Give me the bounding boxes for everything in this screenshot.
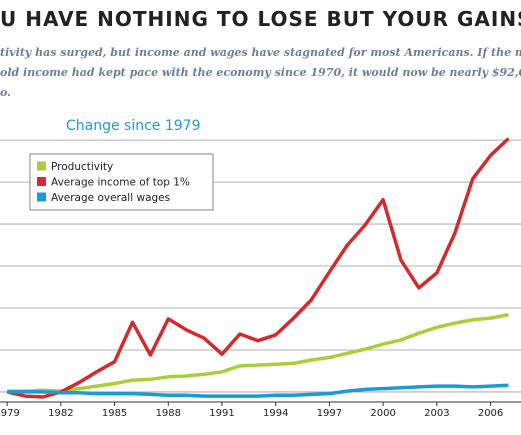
x-tick-label: 1985 bbox=[102, 408, 127, 419]
description: old income had kept pace with the econom… bbox=[0, 66, 521, 79]
x-tick-label: 2006 bbox=[478, 408, 503, 419]
legend-label: Average overall wages bbox=[51, 192, 170, 204]
legend: Productivity Average income of top 1% Aver… bbox=[29, 153, 214, 211]
legend-label: Productivity bbox=[51, 161, 113, 173]
series-line bbox=[7, 383, 509, 398]
chart-title: U HAVE NOTHING TO LOSE BUT YOUR GAINS bbox=[0, 7, 521, 31]
x-tick-label: 1997 bbox=[317, 408, 342, 419]
series-line bbox=[7, 312, 509, 393]
chart-subtitle: Change since 1979 bbox=[66, 118, 201, 134]
legend-swatch bbox=[37, 177, 46, 186]
x-tick-label: 1994 bbox=[263, 408, 288, 419]
description: o. bbox=[0, 86, 11, 99]
series-line bbox=[6, 137, 510, 399]
x-tick-label: 2003 bbox=[424, 408, 449, 419]
legend-box bbox=[29, 153, 214, 211]
description: tivity has surged, but income and wages … bbox=[0, 46, 521, 59]
legend-swatch bbox=[37, 192, 46, 202]
x-tick-label: 1988 bbox=[156, 408, 181, 419]
x-tick-label: 1991 bbox=[209, 408, 234, 419]
x-tick-label: 1979 bbox=[0, 408, 20, 419]
x-tick-label: 1982 bbox=[48, 408, 73, 419]
x-tick-label: 2000 bbox=[370, 408, 395, 419]
legend-swatch bbox=[37, 161, 46, 171]
legend-label: Average income of top 1% bbox=[51, 177, 190, 189]
